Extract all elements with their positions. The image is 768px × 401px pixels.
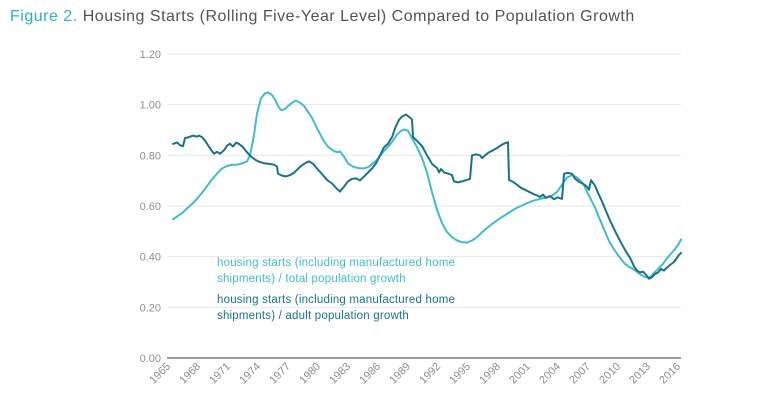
chart-legend: housing starts (including manufactured h… [217,256,479,330]
y-tick-label: 0.60 [140,201,161,213]
x-tick-label: 2016 [657,361,683,387]
series-line-total [172,91,682,279]
x-tick-label: 1971 [207,361,233,387]
x-tick-label: 1974 [237,361,263,387]
figure-title: Figure 2. Housing Starts (Rolling Five-Ye… [10,8,635,26]
y-tick-label: 1.00 [140,100,161,112]
x-tick-label: 2010 [597,361,623,387]
legend-item-adult-population: housing starts (including manufactured h… [217,293,479,324]
legend-item-line: shipments) / adult population growth [217,309,409,322]
x-tick-label: 1977 [267,361,293,387]
legend-item-total-population: housing starts (including manufactured h… [217,256,479,287]
legend-item-line: housing starts (including manufactured h… [217,294,456,306]
x-tick-label: 2001 [507,361,533,387]
x-tick-label: 2007 [567,361,593,387]
series-line-adult [172,113,682,280]
x-tick-label: 1998 [477,361,503,387]
x-tick-label: 1992 [417,361,443,387]
x-tick-label: 1986 [357,361,383,387]
x-tick-label: 1995 [447,361,473,387]
x-tick-label: 2013 [627,361,653,387]
legend-item-line: housing starts (including manufactured h… [217,257,456,269]
y-tick-label: 0.00 [140,353,161,365]
x-tick-label: 1989 [387,361,413,387]
x-tick-label: 1968 [177,361,203,387]
legend-item-line: shipments) / total population growth [217,272,406,285]
x-tick-label: 1980 [297,361,323,387]
y-tick-label: 0.20 [140,302,161,314]
y-tick-label: 0.40 [140,252,161,264]
y-tick-label: 0.80 [140,150,161,162]
figure-title-text: Housing Starts (Rolling Five-Year Level)… [82,8,635,25]
y-tick-label: 1.20 [140,49,161,61]
x-tick-label: 1983 [327,361,353,387]
figure-label: Figure 2. [10,8,78,25]
x-tick-label: 2004 [537,361,563,387]
